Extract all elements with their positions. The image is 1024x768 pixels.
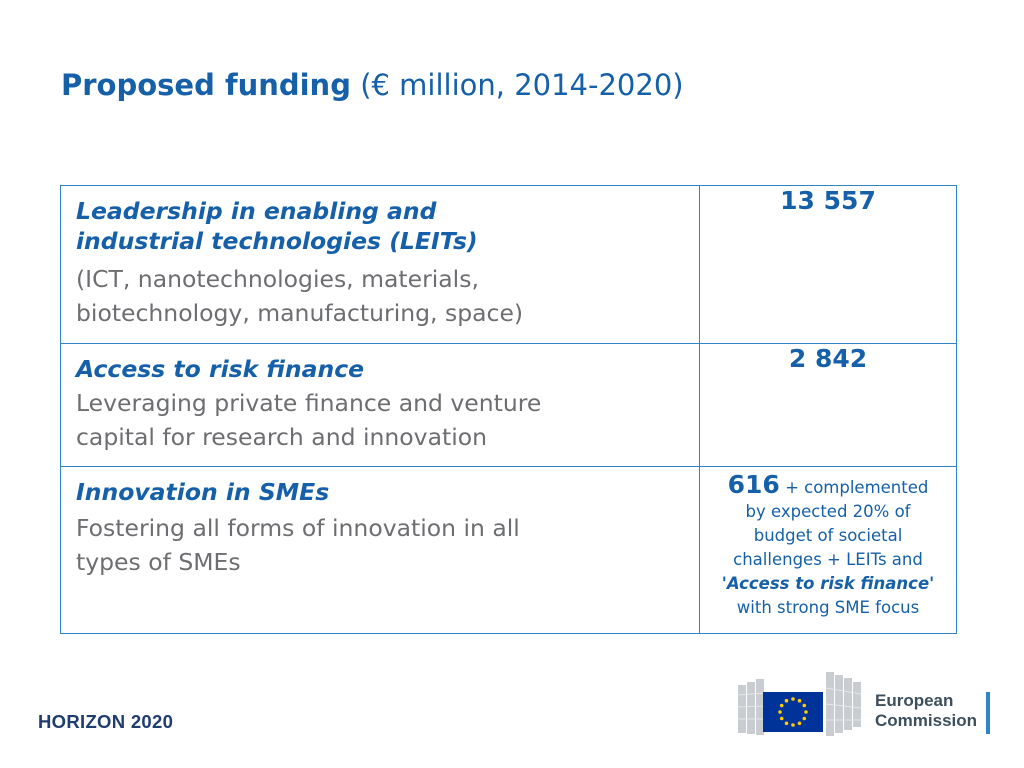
row-amount: 616 (727, 470, 780, 499)
row-amount-cell: 2 842 (699, 343, 957, 467)
ec-building-graphic (737, 672, 862, 736)
row-amount: 2 842 (788, 344, 868, 373)
logo-text: European Commission (875, 691, 977, 731)
row-subtitle-line: biotechnology, manufacturing, space) (76, 299, 524, 327)
funding-table: Leadership in enabling and industrial te… (60, 185, 957, 634)
note-line: by expected 20% of (745, 502, 911, 521)
title-bold: Proposed funding (61, 68, 351, 102)
horizon-2020-brand: HORIZON 2020 (38, 711, 174, 732)
row-title: Leadership in enabling and industrial te… (76, 196, 685, 256)
row-description: Leadership in enabling and industrial te… (60, 185, 700, 344)
table-row: Leadership in enabling and industrial te… (60, 185, 957, 344)
eu-stars (778, 697, 808, 727)
row-amount-cell: 13 557 (699, 185, 957, 344)
row-subtitle-line: capital for research and innovation (76, 423, 487, 451)
note-emphasis: 'Access to risk finance' (721, 574, 935, 593)
row-subtitle-line: (ICT, nanotechnologies, materials, (76, 265, 479, 293)
note-line: budget of societal (753, 526, 903, 545)
european-commission-logo-icon: European Commission (733, 660, 993, 740)
row-subtitle-line: Fostering all forms of innovation in all (76, 514, 520, 542)
note-line: with strong SME focus (736, 598, 920, 617)
logo-line: Commission (875, 711, 978, 730)
row-subtitle: Leveraging private finance and venture c… (76, 386, 685, 454)
page-title: Proposed funding (€ million, 2014-2020) (61, 68, 684, 102)
logo-line: European (875, 691, 954, 710)
row-amount-cell: 616 + complemented by expected 20% of bu… (699, 466, 957, 634)
row-subtitle-line: types of SMEs (76, 548, 241, 576)
row-title: Innovation in SMEs (76, 478, 330, 506)
row-title: Access to risk finance (76, 355, 365, 383)
row-amount: 13 557 (780, 186, 876, 215)
row-subtitle-line: Leveraging private finance and venture (76, 389, 542, 417)
row-subtitle: (ICT, nanotechnologies, materials, biote… (76, 262, 685, 330)
row-description: Innovation in SMEs Fostering all forms o… (60, 466, 700, 634)
row-title-line: Leadership in enabling and (76, 197, 437, 225)
table-row: Access to risk finance Leveraging privat… (60, 343, 957, 467)
note-line: + complemented (785, 478, 929, 497)
row-description: Access to risk finance Leveraging privat… (60, 343, 700, 467)
title-rest: (€ million, 2014-2020) (360, 68, 684, 102)
row-amount-note: 616 + complemented by expected 20% of bu… (706, 470, 950, 620)
note-line: challenges + LEITs and (733, 550, 923, 569)
table-row: Innovation in SMEs Fostering all forms o… (60, 466, 957, 634)
row-subtitle: Fostering all forms of innovation in all… (76, 511, 685, 579)
row-title-line: industrial technologies (LEITs) (76, 227, 478, 255)
logo-accent-bar (986, 692, 990, 734)
